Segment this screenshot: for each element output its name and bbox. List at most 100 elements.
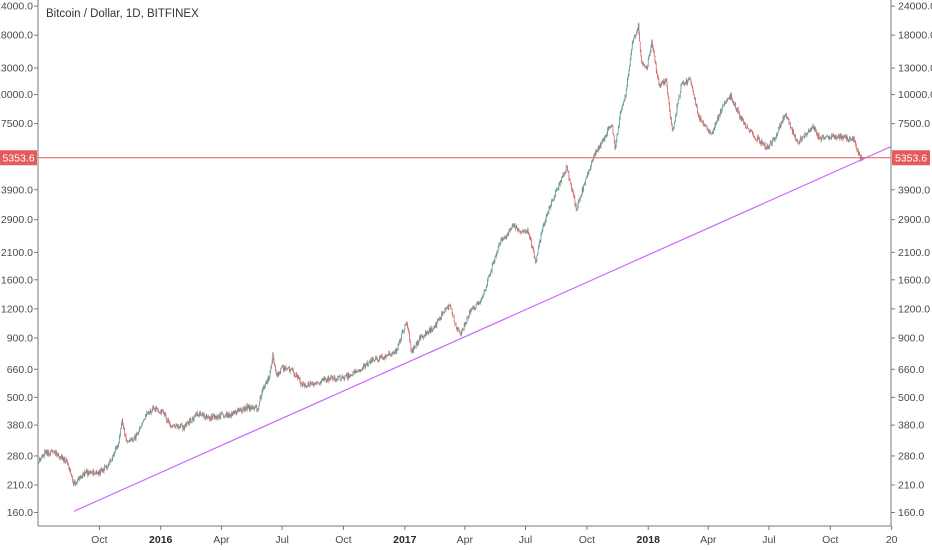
candle-body [477, 302, 479, 305]
candle-body [794, 135, 796, 137]
candle-body [566, 166, 568, 168]
x-tick-label: 2016 [149, 534, 173, 546]
candle-body [495, 256, 496, 258]
candle-body [332, 376, 334, 380]
candle-body [105, 465, 106, 467]
candle-body [196, 412, 198, 416]
candle-body [547, 212, 548, 216]
candle-body [498, 244, 500, 248]
candle-body [265, 383, 267, 384]
candle-body [440, 318, 442, 320]
candle-body [120, 429, 122, 435]
candle-body [669, 110, 671, 118]
candle-body [425, 331, 426, 336]
candle-body [789, 122, 790, 124]
candle-body [162, 410, 164, 412]
candle-body [178, 426, 180, 429]
candle-body [633, 35, 635, 39]
candle-body [414, 346, 416, 348]
candle-body [407, 328, 409, 331]
candle-body [710, 132, 712, 134]
candle-body [788, 119, 790, 124]
candle-body [259, 401, 260, 407]
candle-body [123, 424, 124, 428]
candle-body [601, 142, 602, 144]
candle-body [797, 142, 799, 143]
candle-body [703, 122, 704, 127]
candle-body [497, 247, 499, 252]
candle-body [322, 378, 324, 381]
candle-body [223, 415, 225, 417]
chart-title: Bitcoin / Dollar, 1D, BITFINEX [46, 8, 199, 20]
candle-body [769, 141, 771, 145]
candle-body [76, 482, 78, 484]
candle-body [574, 198, 576, 206]
candle-body [49, 454, 51, 455]
candle-body [501, 238, 503, 241]
candle-body [299, 378, 301, 384]
candle-body [378, 360, 380, 362]
candle-body [765, 148, 767, 149]
candle-body [314, 382, 316, 386]
candle-body [433, 328, 434, 330]
last-price-tag-right-text: 5353.6 [895, 152, 927, 164]
candle-body [483, 290, 485, 295]
candle-body [816, 133, 818, 135]
candle-body [519, 230, 521, 233]
candle-body [404, 325, 406, 330]
candle-body [72, 481, 74, 485]
candle-body [823, 137, 825, 139]
candle-body [254, 406, 256, 410]
candle-body [57, 453, 59, 457]
candle-body [795, 135, 796, 141]
candle-body [428, 331, 430, 333]
candle-body [149, 410, 151, 413]
candle-body [718, 114, 720, 119]
candle-body [48, 454, 50, 455]
candle-body [861, 156, 863, 160]
candle-body [472, 305, 474, 309]
candle-body [185, 424, 186, 426]
candle-body [100, 468, 102, 474]
candle-body [524, 230, 526, 232]
candle-body [592, 160, 594, 162]
left-price-axis[interactable]: 24000.0 18000.0 13000.0 10000.0 7500.0 3900.0… [0, 1, 38, 519]
y-tick-label: 2900.0 [898, 214, 930, 226]
time-axis[interactable]: Oct 2016 Apr Jul Oct 2017 Apr Jul Oct 2018 Apr Jul O… [91, 526, 898, 546]
candle-body [792, 129, 794, 133]
candle-body [66, 458, 68, 461]
candle-body [631, 49, 632, 55]
candle-body [804, 133, 806, 137]
candle-body [38, 462, 40, 464]
candle-body [666, 80, 668, 87]
candle-body [679, 96, 680, 98]
candle-body [275, 366, 276, 371]
candle-body [795, 140, 797, 142]
candle-body [661, 82, 663, 83]
candle-body [237, 409, 239, 411]
candle-body [307, 385, 308, 387]
candle-body [673, 127, 674, 130]
support-trendline[interactable] [73, 146, 892, 512]
candle-body [741, 117, 742, 121]
candle-body [280, 368, 282, 373]
x-tick-label: Apr [213, 534, 230, 546]
candle-body [784, 114, 786, 116]
candle-body [229, 414, 231, 417]
right-price-axis[interactable]: 24000.0 18000.0 13000.0 10000.0 7500.0 3900.0… [891, 1, 932, 519]
candle-body [529, 237, 531, 238]
candle-body [545, 220, 546, 223]
candle-body [591, 160, 593, 162]
candle-body [661, 82, 662, 86]
candle-body [296, 373, 298, 375]
candle-body [427, 332, 429, 333]
candle-body [789, 122, 791, 128]
candle-body [820, 137, 822, 140]
candle-body [453, 316, 454, 318]
candle-body [562, 174, 564, 177]
candle-body [608, 126, 610, 129]
candle-body [617, 128, 619, 134]
candle-body [841, 135, 842, 139]
candle-body [772, 138, 774, 140]
candle-body [197, 412, 198, 416]
